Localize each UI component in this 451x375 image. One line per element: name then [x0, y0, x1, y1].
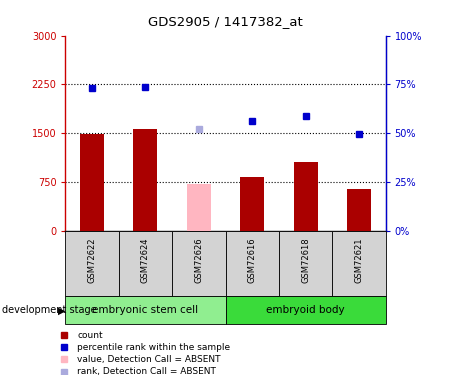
- Bar: [119, 231, 172, 296]
- Bar: [65, 231, 119, 296]
- Bar: [226, 296, 386, 324]
- Text: embryonic stem cell: embryonic stem cell: [92, 305, 198, 315]
- Bar: [80, 134, 104, 231]
- Bar: [65, 296, 226, 324]
- Text: GSM72616: GSM72616: [248, 237, 257, 283]
- Text: GSM72626: GSM72626: [194, 237, 203, 283]
- Text: embryoid body: embryoid body: [266, 305, 345, 315]
- Bar: [133, 129, 157, 231]
- Text: ▶: ▶: [58, 305, 65, 315]
- Text: rank, Detection Call = ABSENT: rank, Detection Call = ABSENT: [78, 367, 216, 375]
- Bar: [294, 162, 318, 231]
- Text: value, Detection Call = ABSENT: value, Detection Call = ABSENT: [78, 355, 221, 364]
- Bar: [240, 177, 264, 231]
- Text: development stage: development stage: [2, 305, 97, 315]
- Text: GSM72621: GSM72621: [354, 237, 364, 283]
- Text: count: count: [78, 330, 103, 339]
- Text: percentile rank within the sample: percentile rank within the sample: [78, 343, 230, 352]
- Bar: [226, 231, 279, 296]
- Text: GDS2905 / 1417382_at: GDS2905 / 1417382_at: [148, 15, 303, 28]
- Text: GSM72624: GSM72624: [141, 237, 150, 283]
- Text: GSM72618: GSM72618: [301, 237, 310, 283]
- Bar: [279, 231, 332, 296]
- Bar: [347, 189, 371, 231]
- Bar: [332, 231, 386, 296]
- Bar: [172, 231, 226, 296]
- Bar: [187, 184, 211, 231]
- Text: GSM72622: GSM72622: [87, 237, 97, 283]
